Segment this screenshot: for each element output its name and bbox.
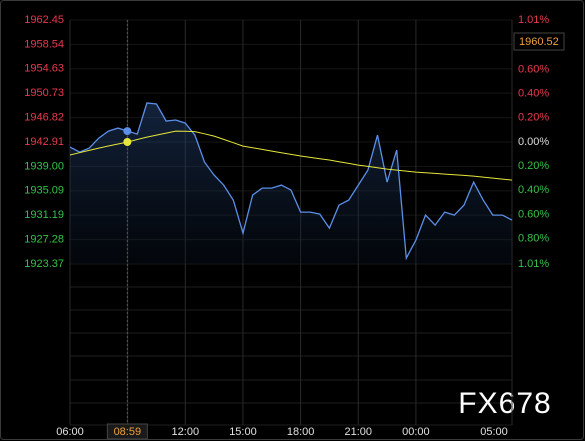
y2-tick-label: 0.40%: [518, 184, 549, 196]
x-tick-label: 12:00: [172, 426, 200, 438]
price-tag-bg: [513, 32, 565, 51]
x-tick-label: 00:00: [402, 426, 430, 438]
y-tick-label: 1931.19: [24, 209, 64, 221]
y-tick-label: 1939.00: [24, 160, 64, 172]
cursor-label: 08:59: [114, 426, 142, 438]
y2-tick-label: 1.01%: [518, 14, 549, 26]
y2-tick-label: 0.60%: [518, 208, 549, 220]
cursor-dot: [123, 138, 132, 146]
price-tag: 1960.52: [519, 36, 559, 48]
line: [69, 130, 513, 181]
x-tick-label: 18:00: [287, 426, 315, 438]
y-tick-label: 1946.82: [24, 111, 64, 123]
cursor-label-bg: [106, 423, 148, 440]
y-tick-label: 1950.73: [24, 87, 64, 99]
y-tick-label: 1958.54: [24, 38, 64, 50]
y2-tick-label: 1.01%: [518, 258, 549, 270]
y-tick-label: 1954.63: [24, 63, 64, 75]
y2-tick-label: 0.80%: [518, 233, 549, 245]
y2-tick-label: 0.20%: [518, 160, 549, 172]
y-tick-label: 1927.28: [24, 233, 64, 245]
y2-tick-label: 0.60%: [518, 63, 549, 75]
y2-tick-label: 0.20%: [518, 112, 549, 124]
y-tick-label: 1942.91: [24, 136, 64, 148]
x-tick-label: 21:00: [344, 426, 372, 438]
y2-tick-label: 0.40%: [518, 88, 549, 100]
x-tick-label: 06:00: [56, 426, 84, 438]
cursor-dot: [123, 127, 132, 136]
y-tick-label: 1935.09: [24, 185, 64, 197]
area: [70, 103, 512, 264]
x-tick-label: 15:00: [229, 426, 257, 438]
lower-panel-grid: [70, 286, 512, 426]
x-tick-label: 05:00: [480, 426, 508, 438]
watermark: FX678: [458, 387, 551, 420]
y-tick-label: 1923.37: [24, 258, 64, 270]
y2-tick-label: 0.00%: [518, 136, 549, 148]
line: [69, 102, 513, 261]
y-tick-label: 1962.45: [24, 14, 64, 26]
